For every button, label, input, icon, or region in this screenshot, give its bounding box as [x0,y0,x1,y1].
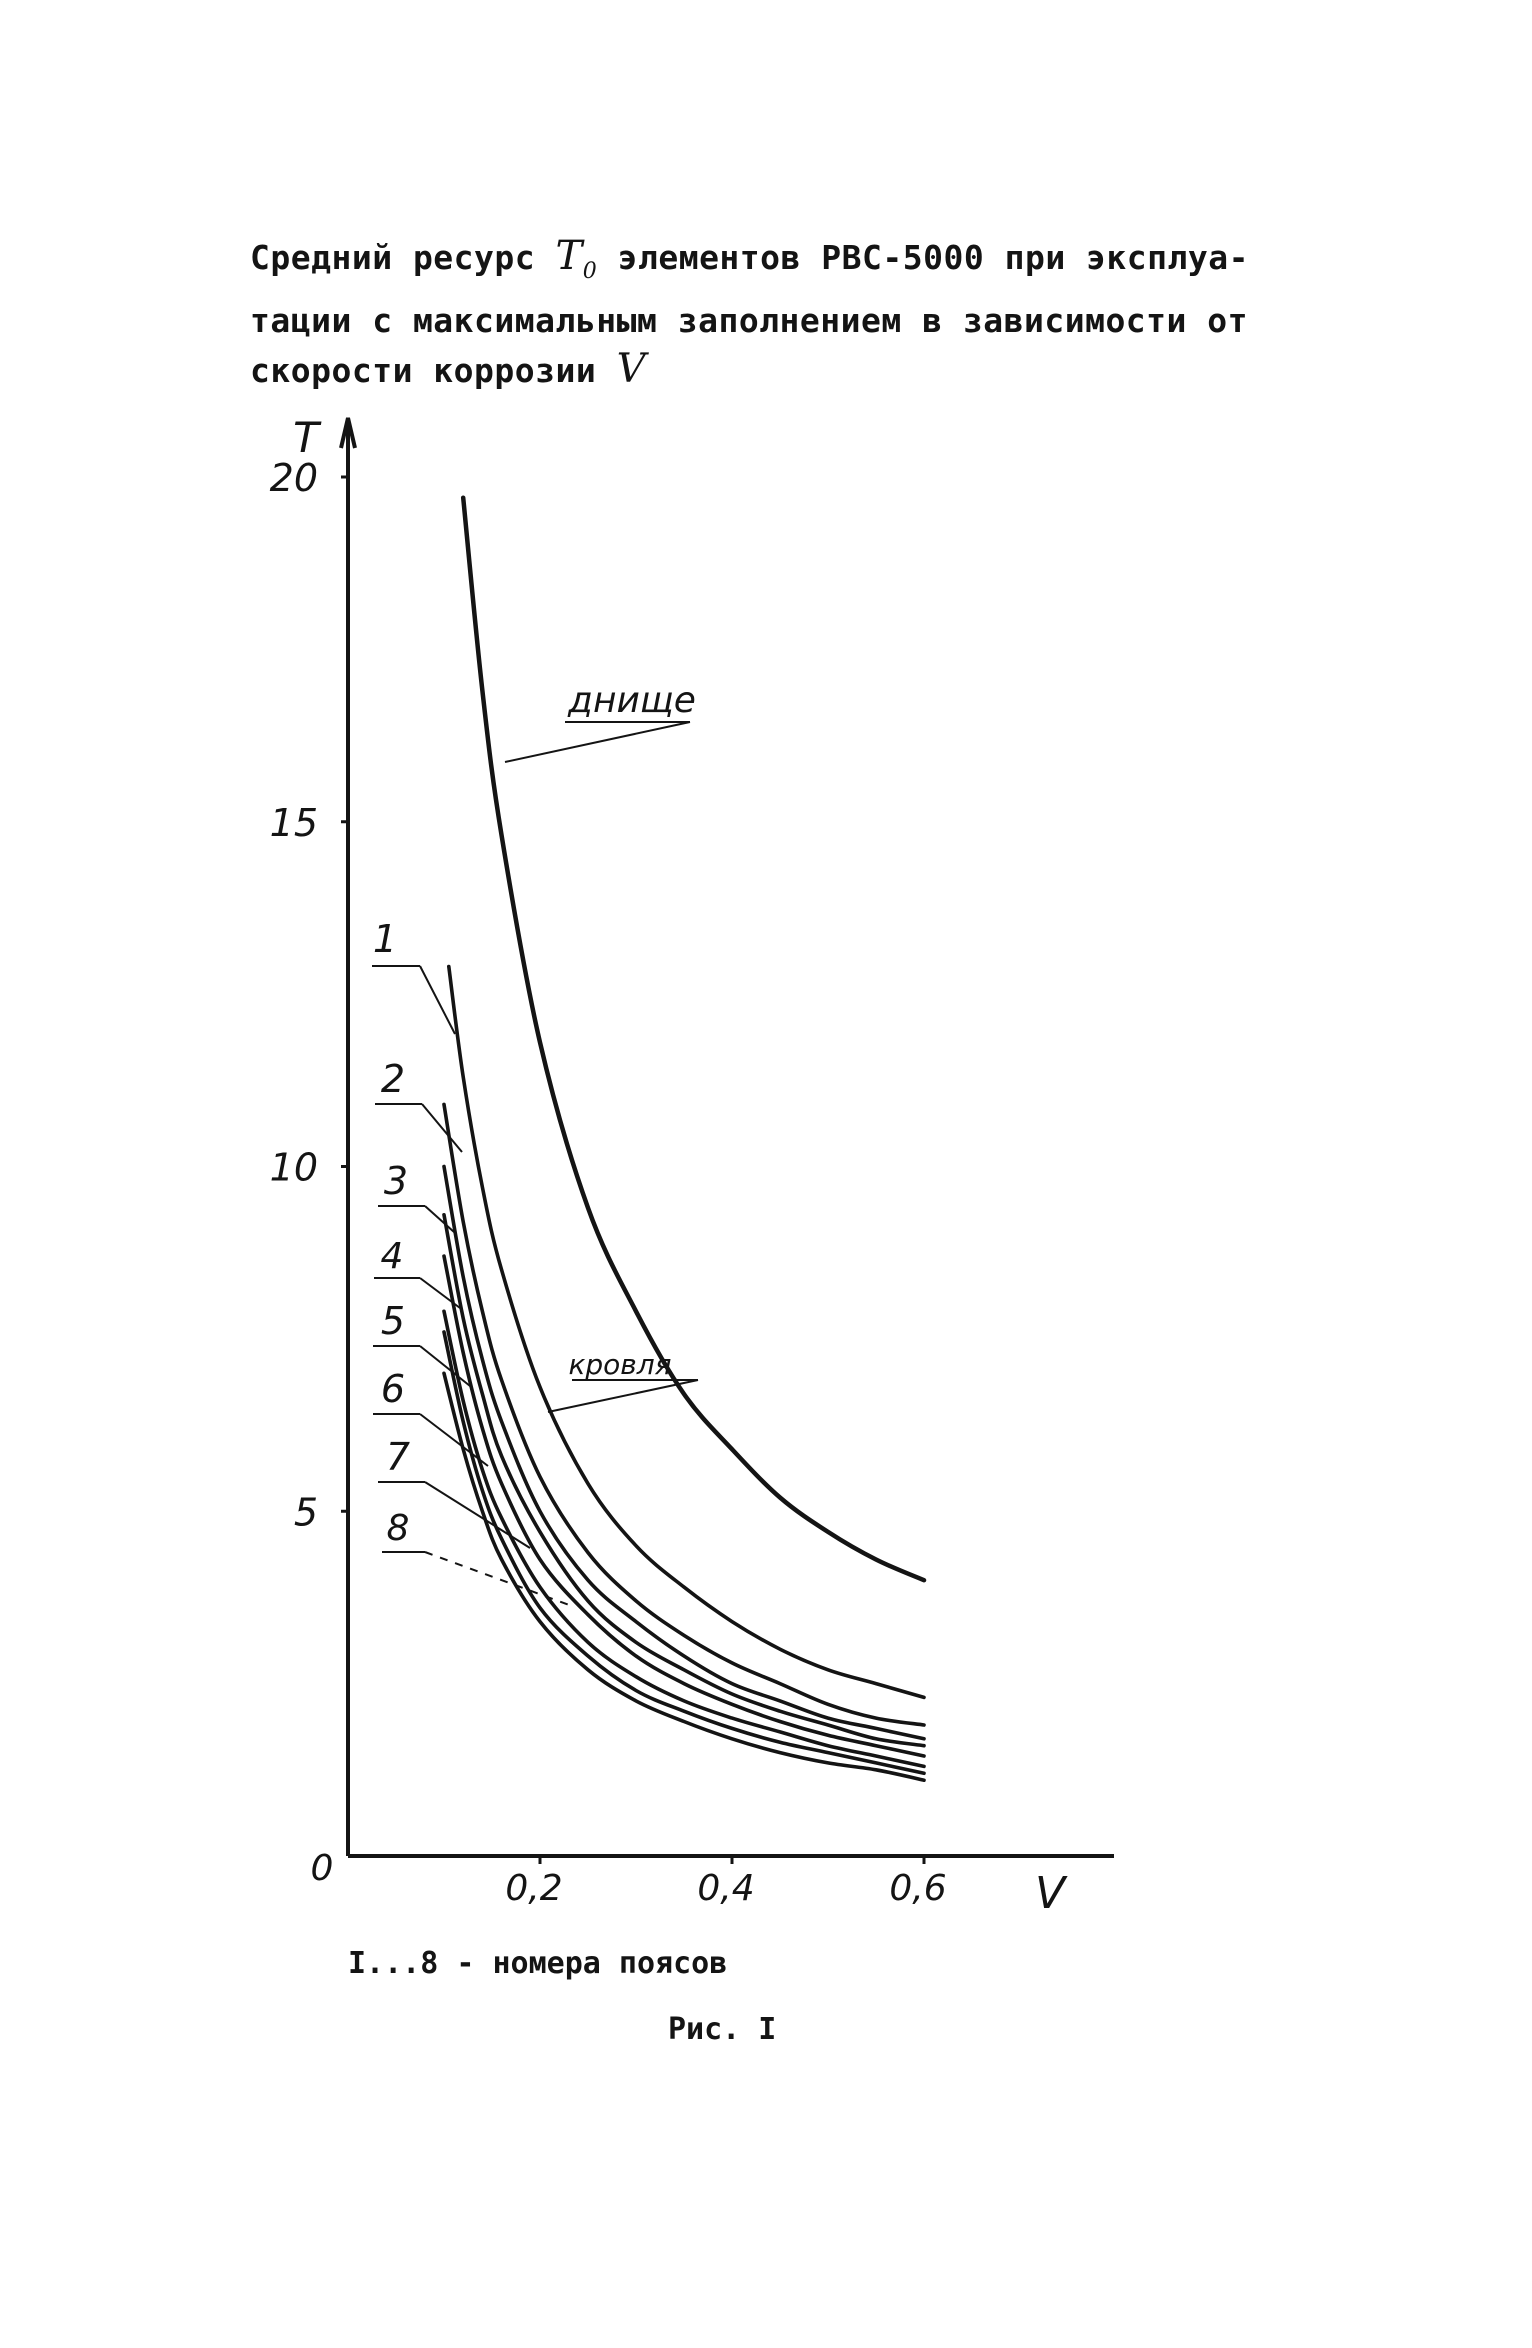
series-lines [442,495,927,1782]
caption-symbol-t-subscript: 0 [582,259,598,284]
y-tick-label-1: 10 [270,1146,318,1190]
caption-line-1: Средний ресурс T0 элементов РВС-5000 при… [250,232,1270,296]
curve-label-8: 7 [386,1435,410,1479]
caption-line-3: скорости коррозии V [250,345,1270,395]
curve-label-1: кровля [568,1348,671,1381]
x-tick-label-2: 0,6 [889,1868,946,1909]
series-line-6 [442,1309,926,1769]
y-axis-arrow [339,417,357,449]
curve-label-7: 6 [381,1367,405,1411]
figure-caption: Средний ресурс T0 элементов РВС-5000 при… [250,232,1270,395]
y-tick-label-2: 15 [270,801,318,845]
belt-numbers-note: I...8 - номера поясов [348,1946,728,1981]
origin-label: 0 [311,1848,334,1889]
y-tick-label-3: 20 [270,456,318,500]
series-line-5 [442,1254,926,1758]
caption-symbol-v: V [616,346,647,392]
curve-label-9: 8 [387,1508,410,1549]
curve-label-0: днище [567,680,696,721]
curve-labels: днище кровля 1 2 3 4 5 6 7 8 [372,680,699,1607]
series-line-8 [442,1371,926,1782]
caption-line-2: тации с максимальным заполнением в завис… [250,301,1249,340]
curve-label-leader-4 [424,1205,455,1233]
curve-label-6: 5 [381,1299,405,1343]
series-line-3 [442,1164,926,1741]
caption-symbol-t-letter: T [555,233,583,279]
caption-text-3: скорости коррозии [250,351,597,390]
curve-label-leader-1 [547,1379,699,1413]
curve-label-4: 3 [384,1159,408,1203]
curve-label-leader-7 [419,1413,489,1467]
y-tick-label-0: 5 [294,1490,318,1534]
series-line-0 [460,495,927,1583]
curve-label-leader-0 [504,721,691,763]
curve-label-leader-2 [419,965,456,1035]
curve-label-5: 4 [381,1236,404,1277]
figure-number: Рис. I [668,2012,777,2047]
series-line-7 [442,1330,926,1776]
curve-label-leader-3 [421,1103,463,1153]
x-tick-label-1: 0,4 [697,1868,754,1909]
series-line-4 [442,1213,926,1748]
y-axis-title: T [293,413,322,462]
x-tick-label-0: 0,2 [505,1868,562,1909]
caption-text-1b: элементов РВС-5000 при эксплуа- [617,238,1249,277]
curve-label-leader-8 [424,1481,531,1549]
caption-text-1a: Средний ресурс [250,238,536,277]
curve-label-3: 2 [381,1057,405,1101]
curve-label-leader-9 [424,1551,573,1607]
caption-symbol-t: T0 [555,233,598,284]
curve-label-leader-6 [419,1345,471,1387]
curve-label-leader-5 [419,1277,461,1309]
series-line-2 [442,1102,926,1727]
curve-label-2: 1 [373,917,397,961]
series-line-1 [447,964,926,1700]
x-axis-title: V [1035,1868,1068,1919]
